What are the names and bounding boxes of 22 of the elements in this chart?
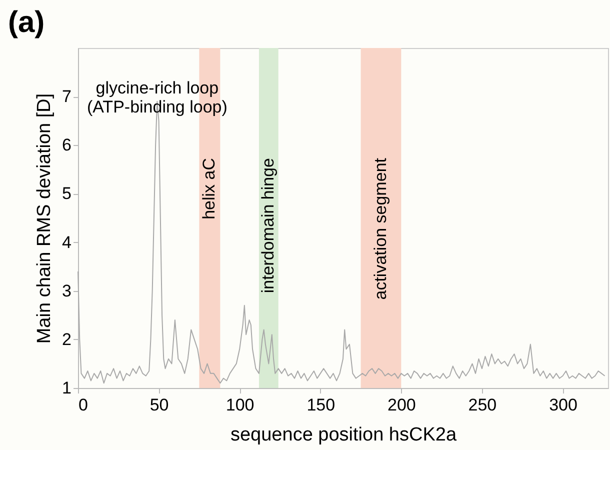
y-axis-title: Main chain RMS deviation [D] [34,93,56,344]
chart-title: (a) [8,6,45,39]
y-tick-label: 2 [62,330,72,349]
x-axis-title: sequence position hsCK2a [230,424,457,446]
x-tick-label: 0 [78,396,88,414]
y-tick-label: 1 [62,378,72,398]
y-tick-label: 3 [62,281,72,300]
x-tick-label: 100 [226,396,254,414]
x-tick-label: 250 [468,396,497,414]
band-label: activation segment [370,158,390,300]
y-tick-label: 5 [62,184,72,204]
annotation: glycine-rich loop (ATP-binding loop) [86,78,228,116]
y-tick-label: 6 [62,136,72,155]
x-tick-label: 150 [306,396,336,414]
band-label: helix aC [200,158,219,220]
x-tick-label: 300 [549,396,578,414]
x-tick-label: 200 [387,396,416,414]
line-series [78,100,606,384]
band-label: interdomain hinge [258,158,278,294]
y-tick-label: 4 [62,232,72,252]
x-tick-label: 50 [150,396,169,414]
y-tick-label: 7 [62,87,72,106]
